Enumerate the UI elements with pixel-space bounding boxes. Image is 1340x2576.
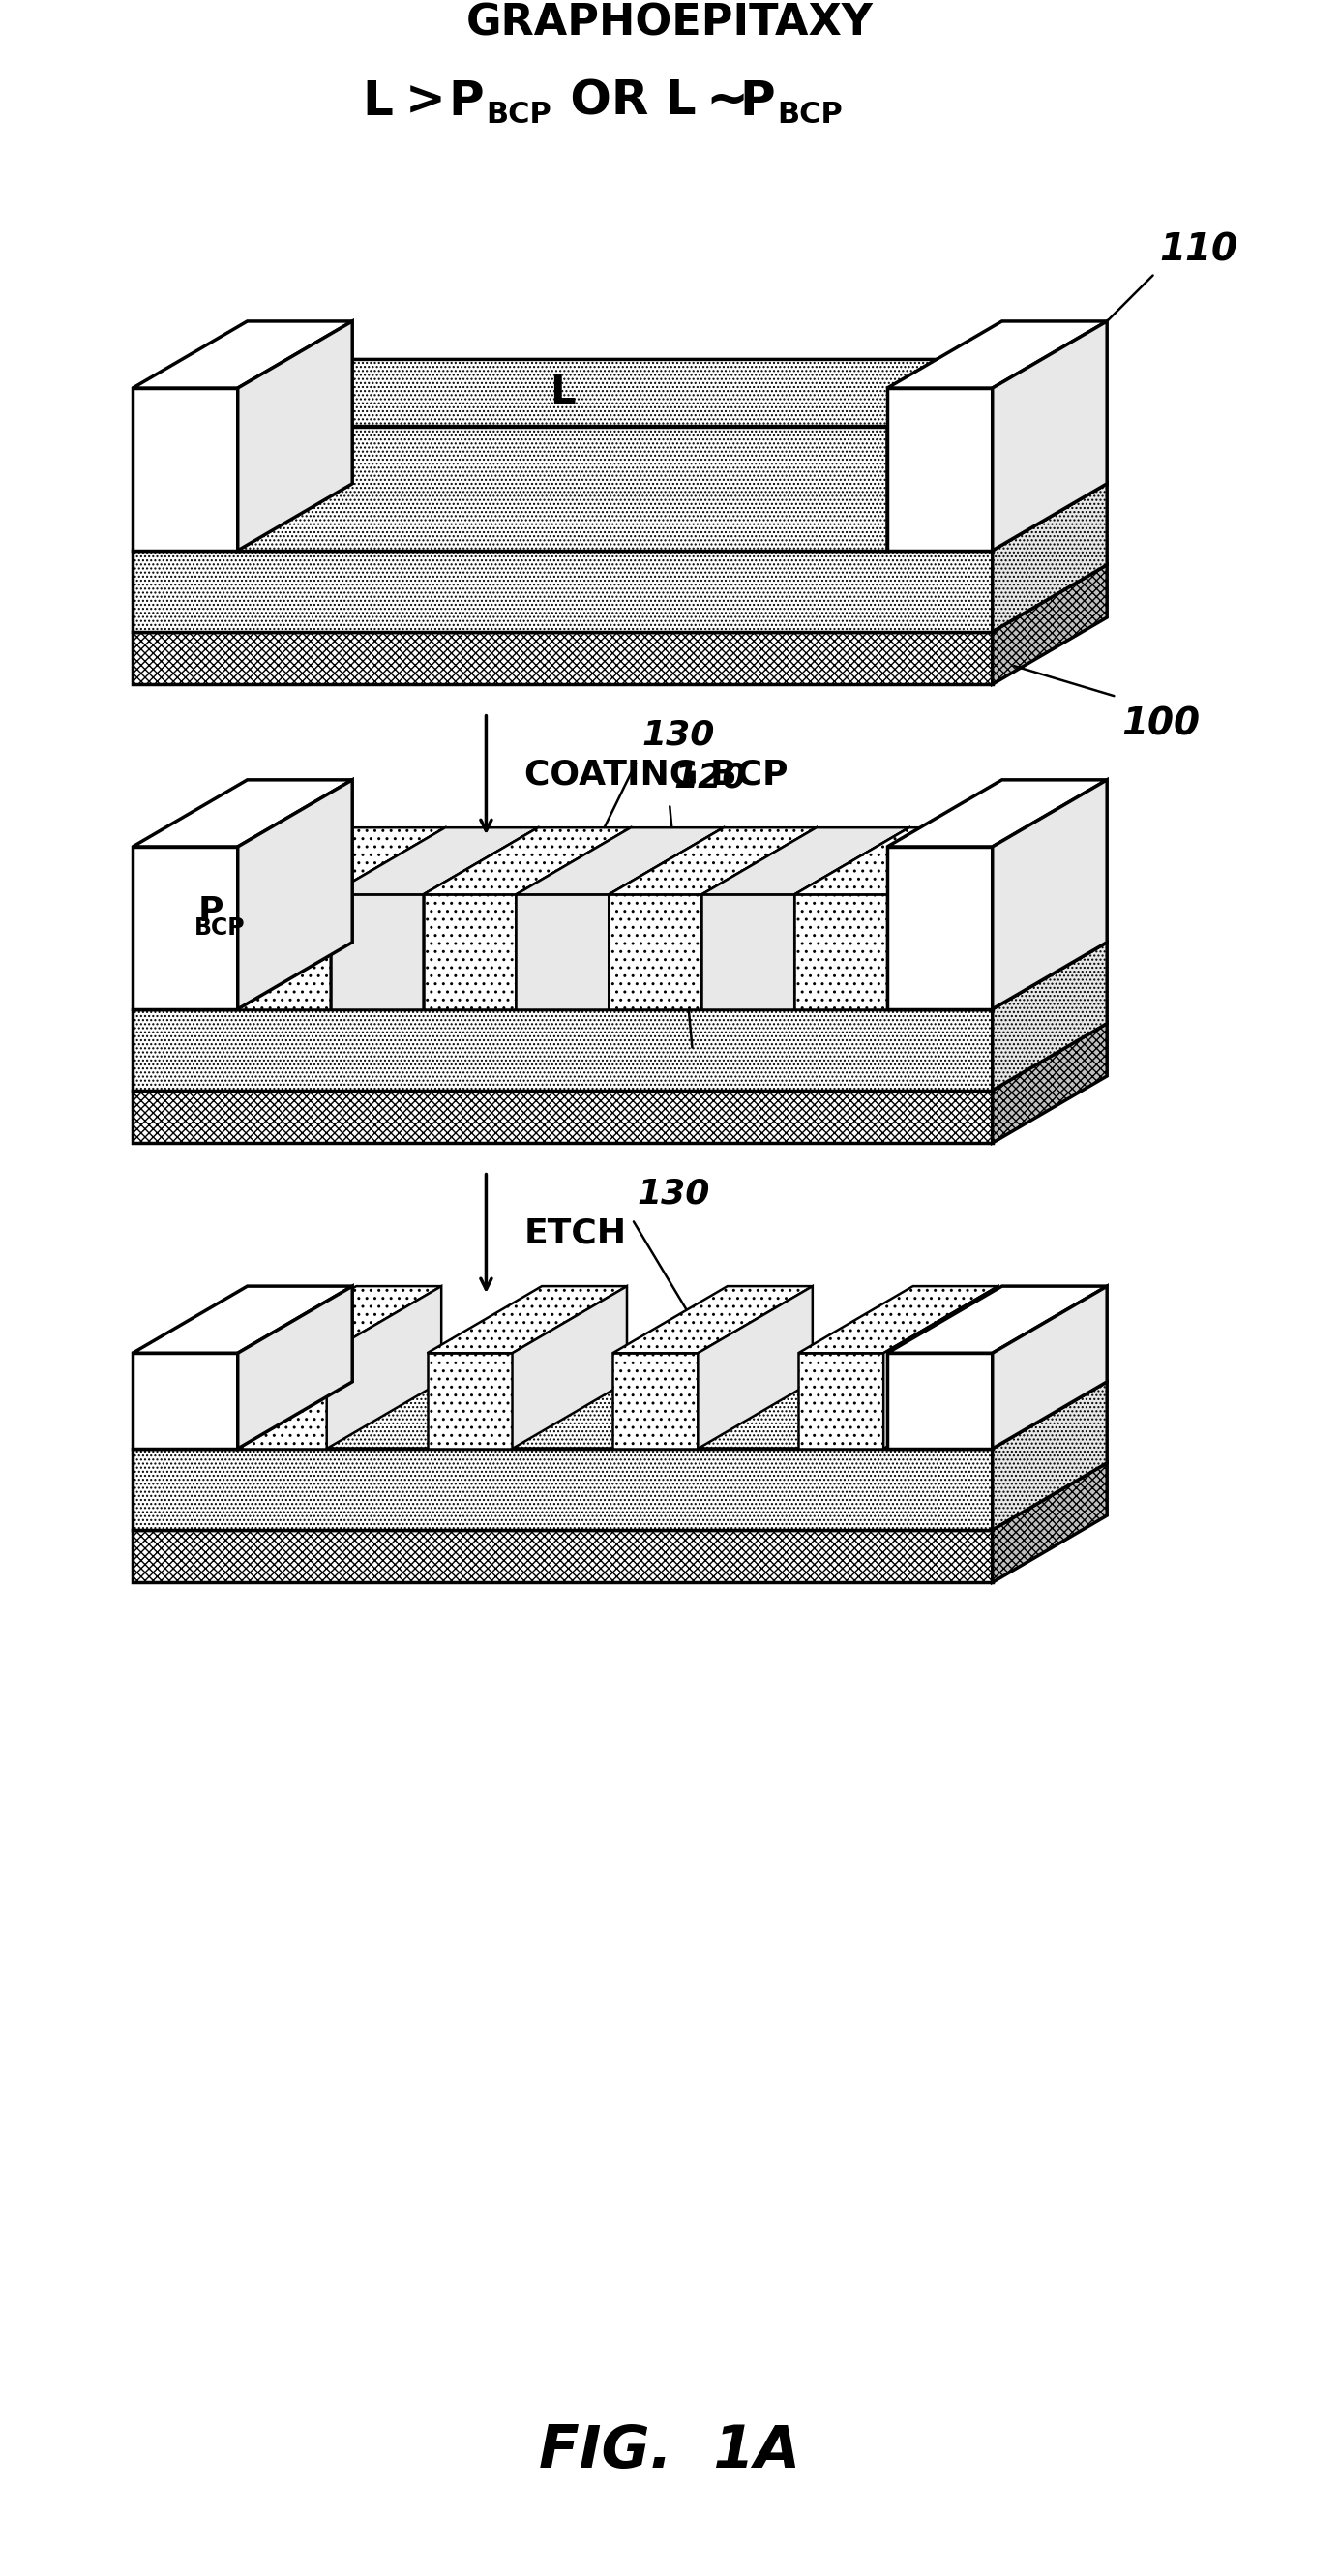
Polygon shape (887, 781, 1107, 848)
Text: BCP: BCP (777, 100, 843, 129)
Polygon shape (516, 827, 724, 894)
Polygon shape (608, 827, 724, 1010)
Polygon shape (993, 322, 1107, 551)
Polygon shape (133, 484, 1107, 551)
Polygon shape (133, 564, 1107, 631)
Polygon shape (698, 1285, 812, 1448)
Text: 130: 130 (642, 719, 714, 752)
Polygon shape (133, 1530, 993, 1582)
Text: COATING BCP: COATING BCP (524, 757, 788, 791)
Polygon shape (237, 781, 352, 1010)
Polygon shape (237, 322, 352, 551)
Polygon shape (237, 827, 445, 894)
Polygon shape (331, 827, 445, 1010)
Polygon shape (887, 827, 1002, 1010)
Polygon shape (133, 943, 1107, 1010)
Polygon shape (133, 848, 237, 1010)
Polygon shape (237, 425, 887, 551)
Text: 100: 100 (1122, 706, 1199, 742)
Polygon shape (237, 894, 331, 1010)
Polygon shape (795, 894, 887, 1010)
Polygon shape (133, 1090, 993, 1144)
Polygon shape (133, 1352, 237, 1448)
Polygon shape (516, 827, 631, 1010)
Polygon shape (993, 564, 1107, 685)
Polygon shape (237, 361, 1002, 425)
Polygon shape (993, 943, 1107, 1090)
Polygon shape (133, 1463, 1107, 1530)
Polygon shape (423, 894, 516, 1010)
Polygon shape (702, 894, 795, 1010)
Polygon shape (883, 1285, 998, 1448)
Polygon shape (331, 827, 537, 894)
Polygon shape (133, 1448, 993, 1530)
Polygon shape (612, 1285, 812, 1352)
Polygon shape (133, 551, 993, 631)
Polygon shape (241, 1352, 327, 1448)
Polygon shape (795, 827, 1002, 894)
Text: OR L: OR L (553, 77, 695, 124)
Text: >: > (405, 77, 445, 124)
Text: FIG.  1A: FIG. 1A (539, 2424, 800, 2481)
Polygon shape (133, 322, 352, 389)
Polygon shape (887, 848, 993, 1010)
Polygon shape (427, 1285, 627, 1352)
Polygon shape (887, 1352, 993, 1448)
Polygon shape (516, 894, 608, 1010)
Polygon shape (512, 1285, 627, 1448)
Polygon shape (241, 1285, 441, 1352)
Polygon shape (799, 1352, 883, 1448)
Polygon shape (887, 361, 1002, 551)
Text: P: P (198, 894, 224, 927)
Polygon shape (423, 827, 537, 1010)
Polygon shape (795, 827, 909, 1010)
Polygon shape (993, 1285, 1107, 1448)
Text: ~: ~ (706, 77, 749, 126)
Polygon shape (133, 631, 993, 685)
Text: P: P (448, 77, 484, 124)
Polygon shape (133, 1381, 1107, 1448)
Polygon shape (887, 1285, 1107, 1352)
Polygon shape (612, 1352, 698, 1448)
Polygon shape (993, 1463, 1107, 1582)
Text: GRAPHOEPITAXY: GRAPHOEPITAXY (466, 3, 874, 44)
Text: ETCH: ETCH (524, 1218, 627, 1249)
Polygon shape (133, 1023, 1107, 1090)
Polygon shape (133, 1285, 352, 1352)
Polygon shape (799, 1285, 998, 1352)
Text: BCP: BCP (194, 917, 245, 940)
Polygon shape (702, 827, 816, 1010)
Polygon shape (993, 1381, 1107, 1530)
Text: BCP: BCP (486, 100, 552, 129)
Text: L: L (362, 77, 393, 124)
Polygon shape (327, 1285, 441, 1448)
Polygon shape (887, 322, 1107, 389)
Text: L: L (549, 371, 575, 412)
Polygon shape (608, 894, 702, 1010)
Polygon shape (133, 1010, 993, 1090)
Polygon shape (993, 1023, 1107, 1144)
Polygon shape (133, 389, 237, 551)
Polygon shape (423, 827, 631, 894)
Polygon shape (993, 781, 1107, 1010)
Text: 120: 120 (674, 762, 748, 793)
Polygon shape (702, 827, 909, 894)
Text: P: P (740, 77, 775, 124)
Polygon shape (427, 1352, 512, 1448)
Text: 130: 130 (636, 1177, 710, 1211)
Polygon shape (993, 484, 1107, 631)
Polygon shape (237, 1285, 352, 1448)
Polygon shape (133, 781, 352, 848)
Text: 110: 110 (1159, 232, 1238, 268)
Polygon shape (608, 827, 816, 894)
Polygon shape (887, 389, 993, 551)
Polygon shape (331, 894, 423, 1010)
